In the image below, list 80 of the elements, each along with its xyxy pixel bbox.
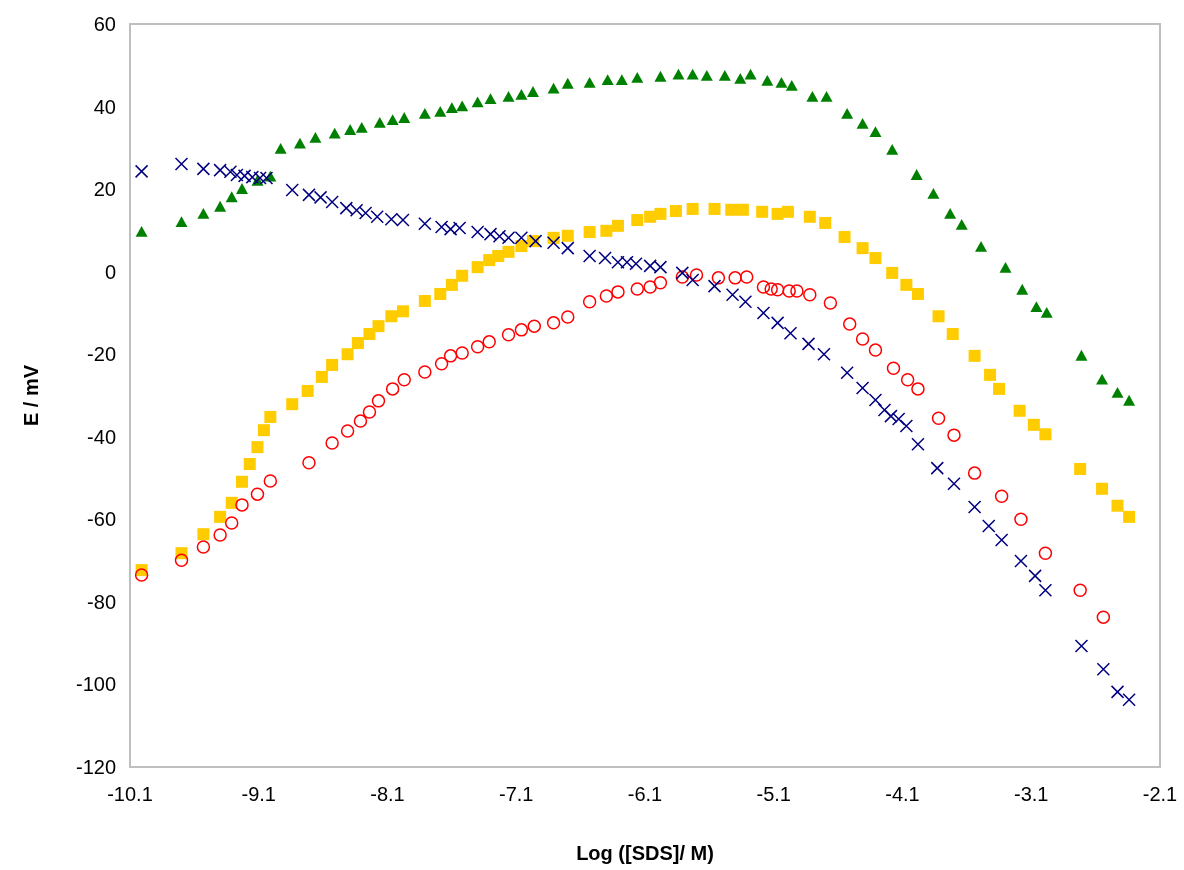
point	[514, 323, 529, 337]
point	[653, 276, 668, 290]
point	[770, 283, 785, 297]
point	[855, 332, 870, 346]
point	[546, 316, 561, 330]
point	[1073, 583, 1087, 598]
x-tick-label: -8.1	[370, 783, 405, 805]
point	[728, 271, 742, 285]
point	[263, 474, 278, 488]
point	[886, 361, 901, 376]
y-tick-label: -100	[75, 673, 116, 696]
point	[790, 284, 804, 298]
point	[224, 516, 239, 530]
y-tick-label: -80	[87, 590, 116, 613]
point	[561, 310, 575, 324]
point	[630, 282, 645, 296]
point	[599, 289, 614, 303]
y-tick-label: -60	[87, 508, 116, 531]
point	[711, 271, 726, 285]
point	[455, 346, 469, 360]
x-tick-label: -9.1	[241, 783, 276, 805]
point	[470, 340, 485, 354]
y-tick-label: -20	[87, 343, 116, 366]
y-tick-label: 0	[104, 260, 116, 283]
point	[371, 394, 386, 408]
point	[756, 280, 771, 294]
y-tick-label: -120	[75, 756, 116, 778]
point	[611, 285, 625, 299]
point	[362, 405, 377, 419]
point	[947, 428, 961, 442]
point	[931, 411, 946, 425]
y-tick-label: 20	[93, 178, 116, 201]
point	[527, 319, 542, 333]
point	[482, 335, 496, 349]
y-axis-title: E / mV	[20, 364, 42, 427]
y-tick-label: 60	[93, 13, 116, 35]
x-tick-label: -4.1	[885, 783, 920, 805]
x-tick-label: -7.1	[499, 783, 534, 805]
point	[340, 424, 355, 438]
point	[385, 382, 400, 396]
y-tick-label: -40	[87, 425, 116, 448]
point	[764, 282, 778, 296]
point	[1096, 610, 1111, 624]
point	[235, 498, 249, 512]
point	[434, 356, 449, 371]
point	[134, 568, 149, 582]
point	[823, 296, 838, 310]
point	[675, 270, 690, 284]
x-axis-title: Log ([SDS]/ M)	[576, 842, 714, 864]
point	[967, 466, 982, 480]
point	[803, 288, 817, 302]
point	[842, 317, 857, 331]
point	[582, 295, 597, 309]
point	[689, 268, 704, 282]
point	[1014, 512, 1028, 527]
point	[868, 343, 883, 357]
x-tick-label: -10.1	[107, 783, 153, 805]
point	[911, 382, 925, 396]
point	[443, 349, 458, 363]
x-tick-label: -6.1	[627, 783, 663, 805]
x-tick-label: -2.1	[1142, 783, 1178, 805]
point	[1038, 546, 1053, 560]
x-tick-label: -5.1	[756, 783, 791, 805]
point	[302, 456, 316, 470]
point	[174, 553, 189, 567]
point	[213, 528, 227, 542]
point	[994, 489, 1009, 503]
point	[501, 328, 516, 342]
point	[418, 365, 432, 379]
point	[739, 270, 754, 284]
point	[325, 436, 339, 450]
point	[196, 540, 211, 554]
y-tick-label: 40	[93, 95, 116, 118]
x-tick-label: -3.1	[1014, 783, 1049, 805]
point	[250, 487, 265, 501]
point	[782, 284, 796, 298]
point	[397, 373, 411, 387]
point	[643, 280, 657, 294]
point	[353, 414, 368, 428]
point	[900, 373, 915, 387]
